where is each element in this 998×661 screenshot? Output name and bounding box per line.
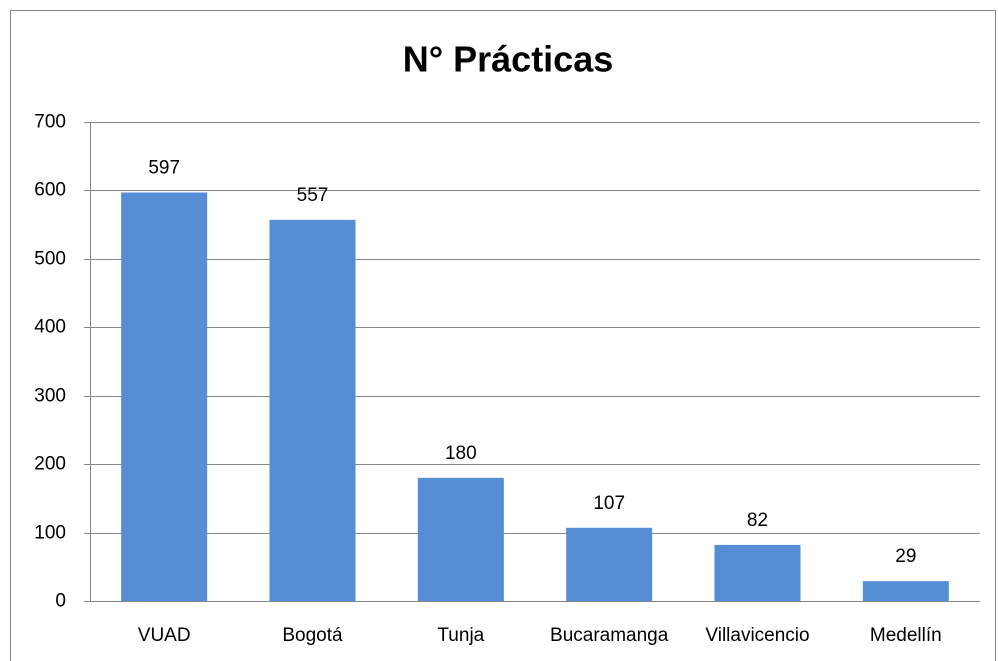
bar	[417, 477, 504, 601]
x-tick-label: Bucaramanga	[550, 625, 669, 646]
data-label: 180	[445, 443, 477, 464]
y-tick-label: 0	[55, 591, 66, 612]
y-tick-label: 600	[34, 180, 66, 201]
data-label: 107	[593, 493, 625, 514]
data-label: 597	[148, 157, 180, 178]
bar	[269, 219, 356, 602]
bar	[121, 192, 208, 601]
chart-title: N° Prácticas	[403, 39, 614, 80]
x-tick-label: Bogotá	[282, 625, 343, 646]
y-tick-label: 300	[34, 386, 66, 407]
x-tick-label: Tunja	[437, 625, 484, 646]
y-tick-label: 200	[34, 454, 66, 475]
y-tick-label: 700	[34, 112, 66, 133]
y-tick-label: 500	[34, 249, 66, 270]
y-tick-label: 400	[34, 317, 66, 338]
bar	[566, 527, 653, 601]
x-tick-label: VUAD	[138, 625, 191, 646]
x-tick-label: Villavicencio	[705, 625, 809, 646]
data-label: 557	[297, 185, 329, 206]
x-tick-label: Medellín	[870, 625, 942, 646]
data-label: 29	[895, 546, 916, 567]
bar	[862, 581, 949, 601]
data-label: 82	[747, 510, 768, 531]
y-tick-label: 100	[34, 523, 66, 544]
bar	[714, 544, 801, 601]
